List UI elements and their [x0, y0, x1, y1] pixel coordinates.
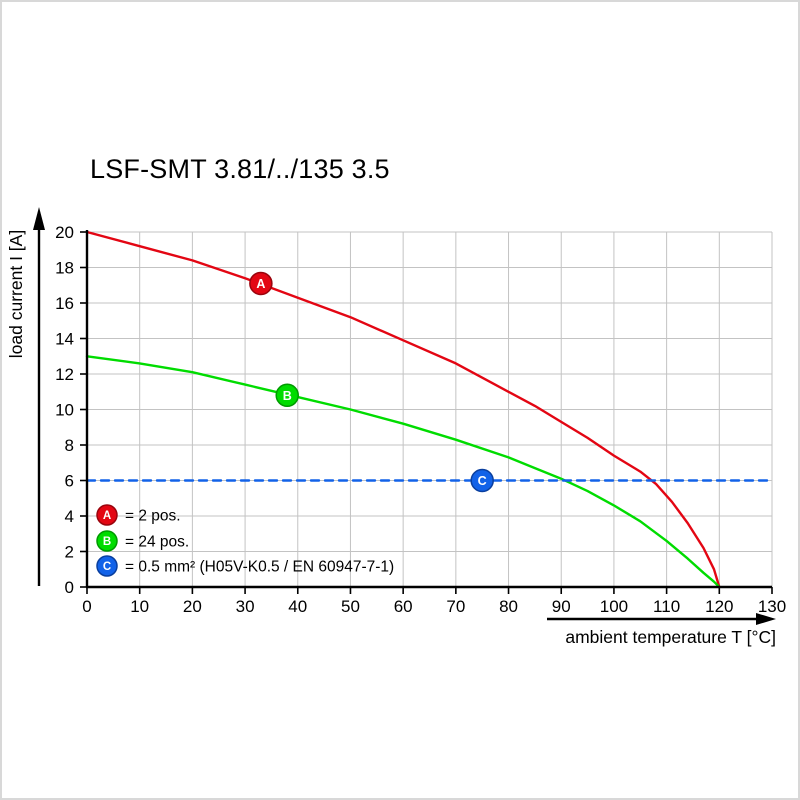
x-tick-label: 0: [82, 597, 91, 616]
curve-marker-letter: A: [256, 277, 265, 291]
legend-label: = 0.5 mm² (H05V-K0.5 / EN 60947-7-1): [125, 559, 394, 576]
legend-marker-letter: A: [103, 510, 111, 522]
y-tick-label: 10: [55, 401, 74, 420]
x-tick-label: 70: [446, 597, 465, 616]
y-tick-label: 8: [65, 436, 74, 455]
x-axis-arrowhead-icon: [756, 613, 776, 625]
y-tick-label: 6: [65, 472, 74, 491]
legend-marker-A-icon: [96, 504, 118, 526]
x-tick-label: 90: [552, 597, 571, 616]
chart-title: LSF-SMT 3.81/../135 3.5: [90, 154, 390, 184]
y-axis-arrowhead-icon: [33, 207, 45, 230]
legend-marker-letter: B: [103, 536, 111, 548]
y-tick-label: 4: [65, 507, 74, 526]
x-tick-label: 30: [236, 597, 255, 616]
x-tick-label: 120: [705, 597, 733, 616]
y-tick-label: 18: [55, 259, 74, 278]
x-tick-label: 60: [394, 597, 413, 616]
curve-marker-letter: C: [478, 474, 487, 488]
legend-marker-C-icon: [96, 555, 118, 577]
x-tick-label: 50: [341, 597, 360, 616]
y-axis-label: load current I [A]: [6, 230, 26, 358]
x-tick-label: 40: [288, 597, 307, 616]
legend-marker-B-icon: [96, 530, 118, 552]
y-tick-label: 12: [55, 365, 74, 384]
curve-marker-B-icon: [275, 383, 299, 408]
legend-label: = 24 pos.: [125, 534, 189, 551]
y-tick-label: 14: [55, 330, 74, 349]
curve-B: [85, 355, 721, 589]
x-axis-label: ambient temperature T [°C]: [565, 627, 776, 647]
curve-marker-C-icon: [470, 468, 494, 493]
y-tick-label: 20: [55, 223, 74, 242]
x-tick-label: 20: [183, 597, 202, 616]
legend-marker-letter: C: [103, 561, 111, 573]
y-tick-label: 16: [55, 294, 74, 313]
x-tick-label: 100: [600, 597, 628, 616]
curve-marker-letter: B: [283, 389, 292, 403]
y-tick-label: 2: [65, 543, 74, 562]
legend-label: = 2 pos.: [125, 508, 181, 525]
x-tick-label: 80: [499, 597, 518, 616]
x-tick-label: 130: [758, 597, 786, 616]
curve-marker-A-icon: [249, 271, 273, 296]
y-tick-label: 0: [65, 578, 74, 597]
x-tick-label: 110: [653, 597, 680, 616]
x-tick-label: 10: [130, 597, 149, 616]
